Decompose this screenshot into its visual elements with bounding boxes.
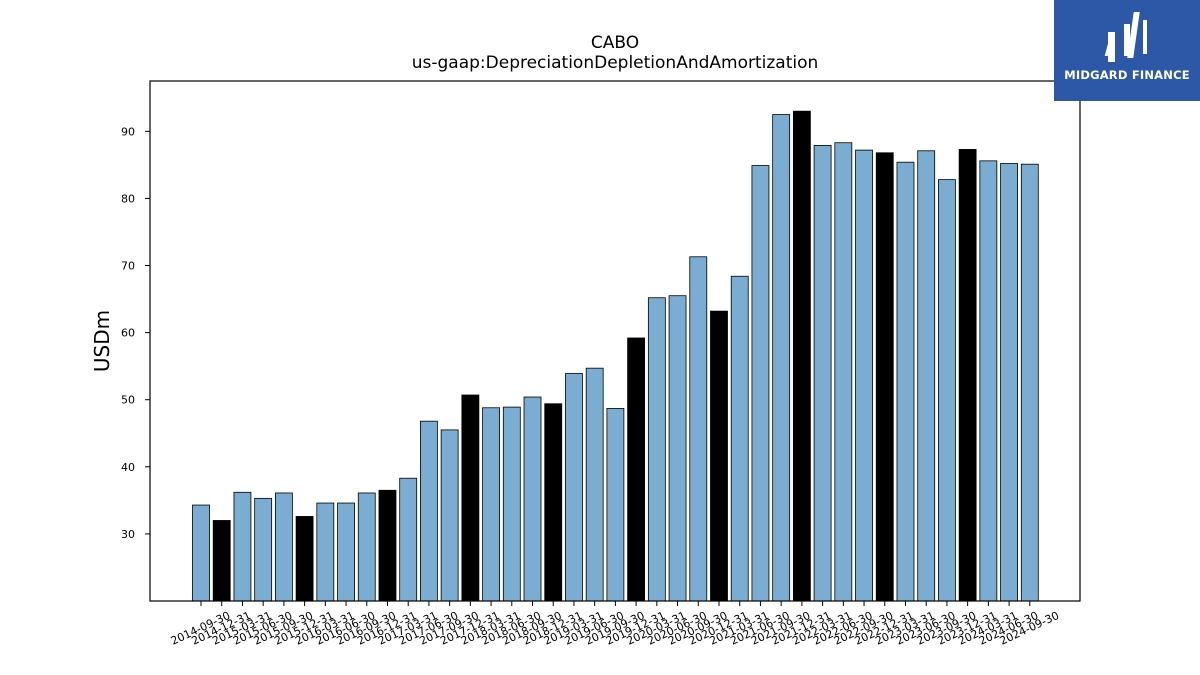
y-tick-label: 30 bbox=[121, 528, 135, 541]
y-axis-label: USDm bbox=[90, 310, 114, 372]
bar-2015-03-31 bbox=[233, 491, 252, 602]
bar-2017-06-30 bbox=[420, 420, 438, 602]
y-tick-label: 70 bbox=[121, 260, 135, 273]
bar-2018-06-30 bbox=[502, 406, 521, 602]
bar-2019-12-31 bbox=[627, 337, 646, 602]
bar-2015-12-31 bbox=[295, 516, 314, 602]
bar-2024-03-31 bbox=[979, 160, 998, 602]
y-tick-label: 40 bbox=[121, 461, 135, 474]
bar-2019-09-30 bbox=[606, 408, 625, 602]
bar-2022-03-31 bbox=[813, 145, 832, 602]
bar-2021-03-31 bbox=[730, 275, 749, 602]
bar-2022-12-31 bbox=[875, 152, 894, 602]
y-tick-label: 80 bbox=[121, 192, 135, 205]
bar-2015-09-30 bbox=[274, 492, 293, 602]
bar-2022-09-30 bbox=[855, 149, 873, 602]
bar-2017-03-31 bbox=[399, 477, 418, 602]
bar-2021-06-30 bbox=[751, 165, 770, 602]
chart-title: CABO bbox=[591, 33, 639, 53]
bar-2021-09-30 bbox=[772, 114, 791, 602]
bar-2016-03-31 bbox=[316, 502, 335, 602]
bar-2024-06-30 bbox=[1000, 163, 1018, 602]
bar-2015-06-30 bbox=[254, 497, 273, 602]
bar-2020-06-30 bbox=[668, 295, 687, 602]
bar-2020-03-31 bbox=[647, 297, 666, 602]
bar-2017-12-31 bbox=[461, 394, 480, 602]
bar-2014-12-31 bbox=[212, 520, 231, 602]
y-axis-ticks: 30 40 50 60 70 80 90 bbox=[121, 125, 150, 541]
bar-2016-12-31 bbox=[378, 489, 397, 602]
bar-2021-12-31 bbox=[792, 110, 811, 602]
bar-2016-06-30 bbox=[337, 502, 355, 602]
bar-2020-09-30 bbox=[689, 256, 708, 602]
bar-2023-03-31 bbox=[896, 161, 915, 602]
bar-2018-03-31 bbox=[482, 407, 500, 602]
bar-2023-09-30 bbox=[938, 179, 956, 602]
bar-2020-12-31 bbox=[710, 310, 728, 602]
bar-2022-06-30 bbox=[834, 142, 853, 602]
y-tick-label: 90 bbox=[121, 125, 135, 138]
bar-2023-12-31 bbox=[958, 149, 977, 602]
x-axis-ticks: 2014-09-302014-12-312015-03-312015-06-30… bbox=[169, 601, 1061, 648]
bars-group bbox=[192, 110, 1039, 602]
chart-subtitle: us-gaap:DepreciationDepletionAndAmortiza… bbox=[412, 53, 819, 73]
bar-2019-03-31 bbox=[565, 373, 583, 602]
plot-frame bbox=[149, 80, 1081, 602]
logo-text: MIDGARD FINANCE bbox=[1064, 68, 1190, 82]
bar-2019-06-30 bbox=[585, 367, 604, 602]
y-tick-label: 60 bbox=[121, 327, 135, 340]
bar-2017-09-30 bbox=[440, 429, 459, 602]
bar-2024-09-30 bbox=[1020, 163, 1039, 602]
bar-2018-09-30 bbox=[523, 396, 542, 602]
bar-2023-06-30 bbox=[917, 150, 936, 602]
y-tick-label: 50 bbox=[121, 394, 135, 407]
logo-mark-icon bbox=[1104, 12, 1147, 62]
midgard-finance-logo: MIDGARD FINANCE bbox=[1054, 0, 1200, 101]
bar-2016-09-30 bbox=[357, 492, 376, 602]
bar-2018-12-31 bbox=[544, 403, 563, 602]
bar-2014-09-30 bbox=[192, 504, 210, 602]
